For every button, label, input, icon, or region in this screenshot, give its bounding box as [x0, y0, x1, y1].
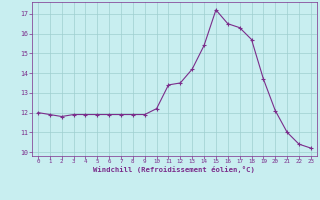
X-axis label: Windchill (Refroidissement éolien,°C): Windchill (Refroidissement éolien,°C) — [93, 166, 255, 173]
